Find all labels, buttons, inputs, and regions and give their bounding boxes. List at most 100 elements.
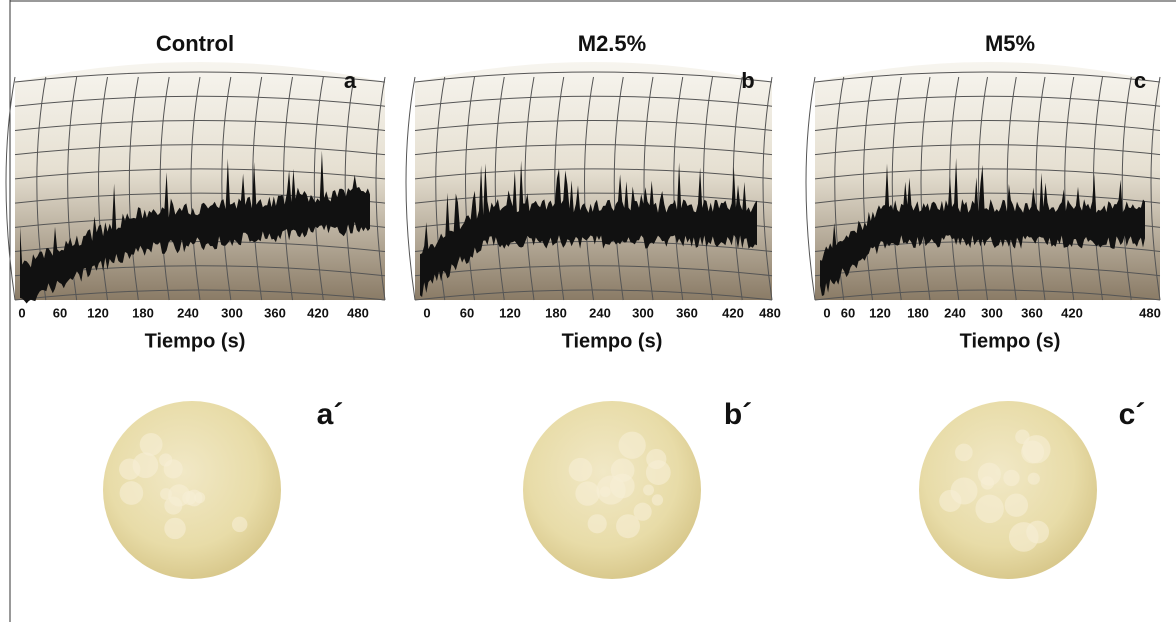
- tortilla-spot: [616, 514, 641, 539]
- panel-letter: a: [344, 68, 357, 93]
- panel-title: Control: [156, 31, 234, 56]
- x-tick-label: 480: [347, 305, 369, 320]
- x-tick-label: 360: [264, 305, 286, 320]
- grid-line: [414, 119, 773, 131]
- chart-paper: [415, 62, 772, 300]
- grid-line: [814, 71, 1161, 83]
- tortilla-spot: [1026, 520, 1050, 544]
- x-tick-label: 240: [177, 305, 199, 320]
- tortilla-spot: [645, 460, 671, 485]
- tortilla-spot: [132, 452, 159, 479]
- tortilla-spot: [139, 432, 163, 456]
- grid-line: [1006, 76, 1017, 301]
- grid-line: [190, 76, 201, 301]
- grid-line: [14, 168, 386, 180]
- grid-line: [414, 95, 773, 107]
- tortilla-spot: [163, 459, 183, 479]
- grid-line: [128, 76, 139, 301]
- tortilla-spot: [599, 486, 611, 498]
- grid-line: [414, 289, 773, 301]
- x-tick-label: 180: [545, 305, 567, 320]
- tortilla-spot: [980, 476, 995, 490]
- x-axis-label: Tiempo (s): [145, 330, 246, 352]
- grid-line: [283, 76, 293, 301]
- x-tick-label: 480: [1139, 305, 1161, 320]
- tortilla-spot: [633, 502, 652, 521]
- tortilla-spot: [609, 473, 635, 499]
- grid-line: [98, 76, 108, 301]
- tortilla-spot: [651, 494, 664, 506]
- grid-line: [414, 71, 773, 83]
- grid-line: [14, 144, 386, 156]
- grid-line: [414, 144, 773, 156]
- x-tick-label: 60: [841, 305, 855, 320]
- x-axis-label: Tiempo (s): [960, 330, 1061, 352]
- grid-line: [814, 192, 1161, 204]
- x-tick-label: 420: [1061, 305, 1083, 320]
- x-tick-label: 120: [87, 305, 109, 320]
- tortilla-spot: [164, 517, 186, 540]
- tortilla-spot: [643, 484, 655, 496]
- x-tick-label: 180: [907, 305, 929, 320]
- grid-line: [584, 76, 594, 301]
- x-tick-label: 120: [869, 305, 891, 320]
- x-tick-label: 60: [460, 305, 474, 320]
- x-tick-label: 0: [18, 305, 25, 320]
- panel: M2.5% b 0 60 120 180 240 300 360 420 480 Tiempo (s)…: [405, 31, 781, 579]
- x-axis-label: Tiempo (s): [562, 330, 663, 352]
- tortilla-spot: [950, 477, 978, 505]
- grid-line: [14, 289, 386, 301]
- x-tick-label: 360: [1021, 305, 1043, 320]
- tortilla-spot: [194, 492, 206, 504]
- chart-paper: [815, 62, 1160, 300]
- tortilla-spot: [119, 481, 144, 505]
- grid-line: [414, 265, 773, 277]
- grid-line: [814, 168, 1161, 180]
- photo-label: a´: [317, 398, 344, 431]
- tortilla-spot: [618, 431, 646, 459]
- grid-line: [14, 119, 386, 131]
- x-tick-label: 420: [722, 305, 744, 320]
- grid-line: [673, 76, 684, 301]
- panel-title: M5%: [985, 31, 1035, 56]
- panel: Control a 0 60 120 180 240 300 360 420 480 Tiempo (…: [5, 31, 386, 579]
- x-tick-label: 300: [981, 305, 1003, 320]
- grid-line: [814, 119, 1161, 131]
- tortilla-spot: [1003, 469, 1020, 487]
- grid-line: [891, 76, 902, 301]
- tortilla-spot: [587, 514, 607, 534]
- grid-line: [344, 76, 355, 301]
- tortilla-spot: [1022, 435, 1051, 464]
- panel-letter: b: [741, 68, 754, 93]
- recorder-trace: [820, 157, 1145, 296]
- x-tick-label: 420: [307, 305, 329, 320]
- x-tick-label: 300: [632, 305, 654, 320]
- grid-line: [14, 95, 386, 107]
- grid-line: [762, 76, 773, 301]
- x-tick-label: 300: [221, 305, 243, 320]
- grid-line: [814, 95, 1161, 107]
- x-tick-label: 0: [423, 305, 430, 320]
- recorder-trace: [420, 160, 757, 297]
- x-tick-label: 180: [132, 305, 154, 320]
- grid-line: [643, 76, 654, 301]
- grid-line: [405, 76, 416, 301]
- recorder-trace: [20, 150, 370, 304]
- x-tick-label: 240: [589, 305, 611, 320]
- grid-line: [1035, 76, 1046, 301]
- tortilla-photo: [919, 401, 1097, 579]
- tortilla-spot: [568, 457, 593, 482]
- grid-line: [375, 76, 386, 301]
- grid-line: [221, 76, 232, 301]
- tortilla-spot: [975, 494, 1004, 524]
- x-tick-label: 480: [759, 305, 781, 320]
- tortilla-spot: [575, 481, 600, 506]
- grid-line: [414, 192, 773, 204]
- x-tick-label: 60: [53, 305, 67, 320]
- grid-line: [252, 76, 263, 301]
- grid-line: [159, 76, 170, 301]
- grid-line: [524, 76, 535, 301]
- tortilla-spot: [1027, 472, 1040, 485]
- panel-title: M2.5%: [578, 31, 646, 56]
